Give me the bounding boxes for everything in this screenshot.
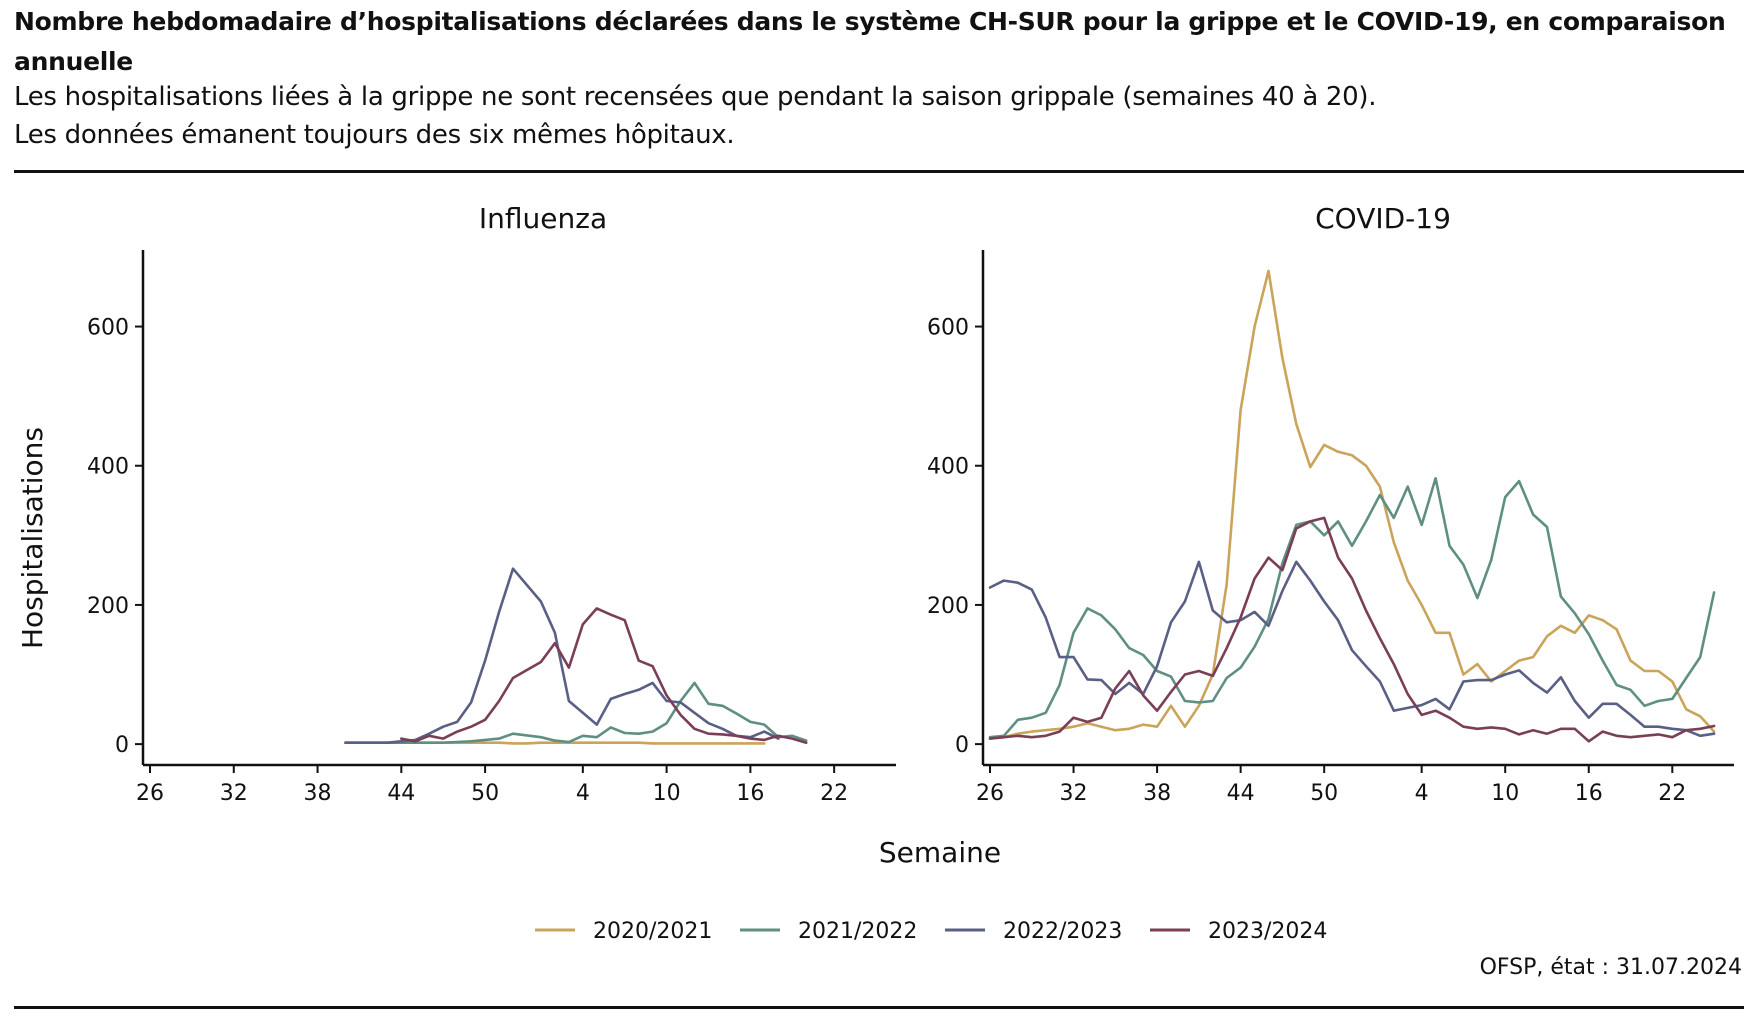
x-tick-label-0-22: 22 <box>820 781 848 806</box>
series-line-1-2020-2021 <box>988 269 1716 740</box>
series-line-0-2021-2022 <box>344 681 808 745</box>
top-divider <box>14 170 1744 173</box>
x-tick-label-0-16: 16 <box>736 781 764 806</box>
legend-label-2021-2022: 2021/2022 <box>798 919 917 944</box>
y-tick-label-1-600: 600 <box>927 316 969 341</box>
chart-subtitle: Les hospitalisations liées à la grippe n… <box>14 78 1734 154</box>
subtitle-line-1: Les hospitalisations liées à la grippe n… <box>14 82 1377 112</box>
x-tick-label-0-26: 26 <box>136 781 164 806</box>
series-line-1-2022-2023 <box>988 560 1716 738</box>
y-tick-label-1-200: 200 <box>927 594 969 619</box>
source-note: OFSP, état : 31.07.2024 <box>1479 955 1742 980</box>
x-tick-label-0-32: 32 <box>220 781 248 806</box>
x-tick-label-0-4: 4 <box>576 781 590 806</box>
x-tick-label-1-16: 16 <box>1575 781 1603 806</box>
bottom-divider <box>14 1006 1744 1009</box>
y-tick-label-0-200: 200 <box>87 594 129 619</box>
y-tick-label-0-400: 400 <box>87 455 129 480</box>
x-tick-label-1-50: 50 <box>1310 781 1338 806</box>
legend-label-2022-2023: 2022/2023 <box>1003 919 1122 944</box>
series-line-0-2023-2024 <box>399 607 808 745</box>
x-tick-label-1-26: 26 <box>976 781 1004 806</box>
panel-title-1: COVID-19 <box>1315 202 1451 235</box>
panel-title-0: Influenza <box>479 202 607 235</box>
x-tick-label-1-44: 44 <box>1227 781 1255 806</box>
y-tick-label-0-600: 600 <box>87 316 129 341</box>
subtitle-line-2: Les données émanent toujours des six mêm… <box>14 120 735 150</box>
x-tick-label-1-38: 38 <box>1143 781 1171 806</box>
x-tick-label-1-10: 10 <box>1491 781 1519 806</box>
legend-label-2020-2021: 2020/2021 <box>593 919 712 944</box>
y-tick-label-1-400: 400 <box>927 455 969 480</box>
x-tick-label-0-38: 38 <box>304 781 332 806</box>
series-line-1-2021-2022 <box>988 476 1716 739</box>
x-axis-title: Semaine <box>879 836 1001 869</box>
y-tick-label-0-0: 0 <box>115 733 129 758</box>
x-tick-label-1-22: 22 <box>1658 781 1686 806</box>
x-tick-label-1-4: 4 <box>1415 781 1429 806</box>
x-tick-label-0-10: 10 <box>653 781 681 806</box>
x-tick-label-0-50: 50 <box>471 781 499 806</box>
x-tick-label-0-44: 44 <box>387 781 415 806</box>
chart-title: Nombre hebdomadaire d’hospitalisations d… <box>14 7 1726 76</box>
series-line-0-2022-2023 <box>344 567 780 745</box>
y-tick-label-1-0: 0 <box>955 733 969 758</box>
series-line-1-2023-2024 <box>988 516 1716 743</box>
y-axis-title: Hospitalisations <box>16 427 49 649</box>
legend-label-2023-2024: 2023/2024 <box>1208 919 1327 944</box>
x-tick-label-1-32: 32 <box>1060 781 1088 806</box>
